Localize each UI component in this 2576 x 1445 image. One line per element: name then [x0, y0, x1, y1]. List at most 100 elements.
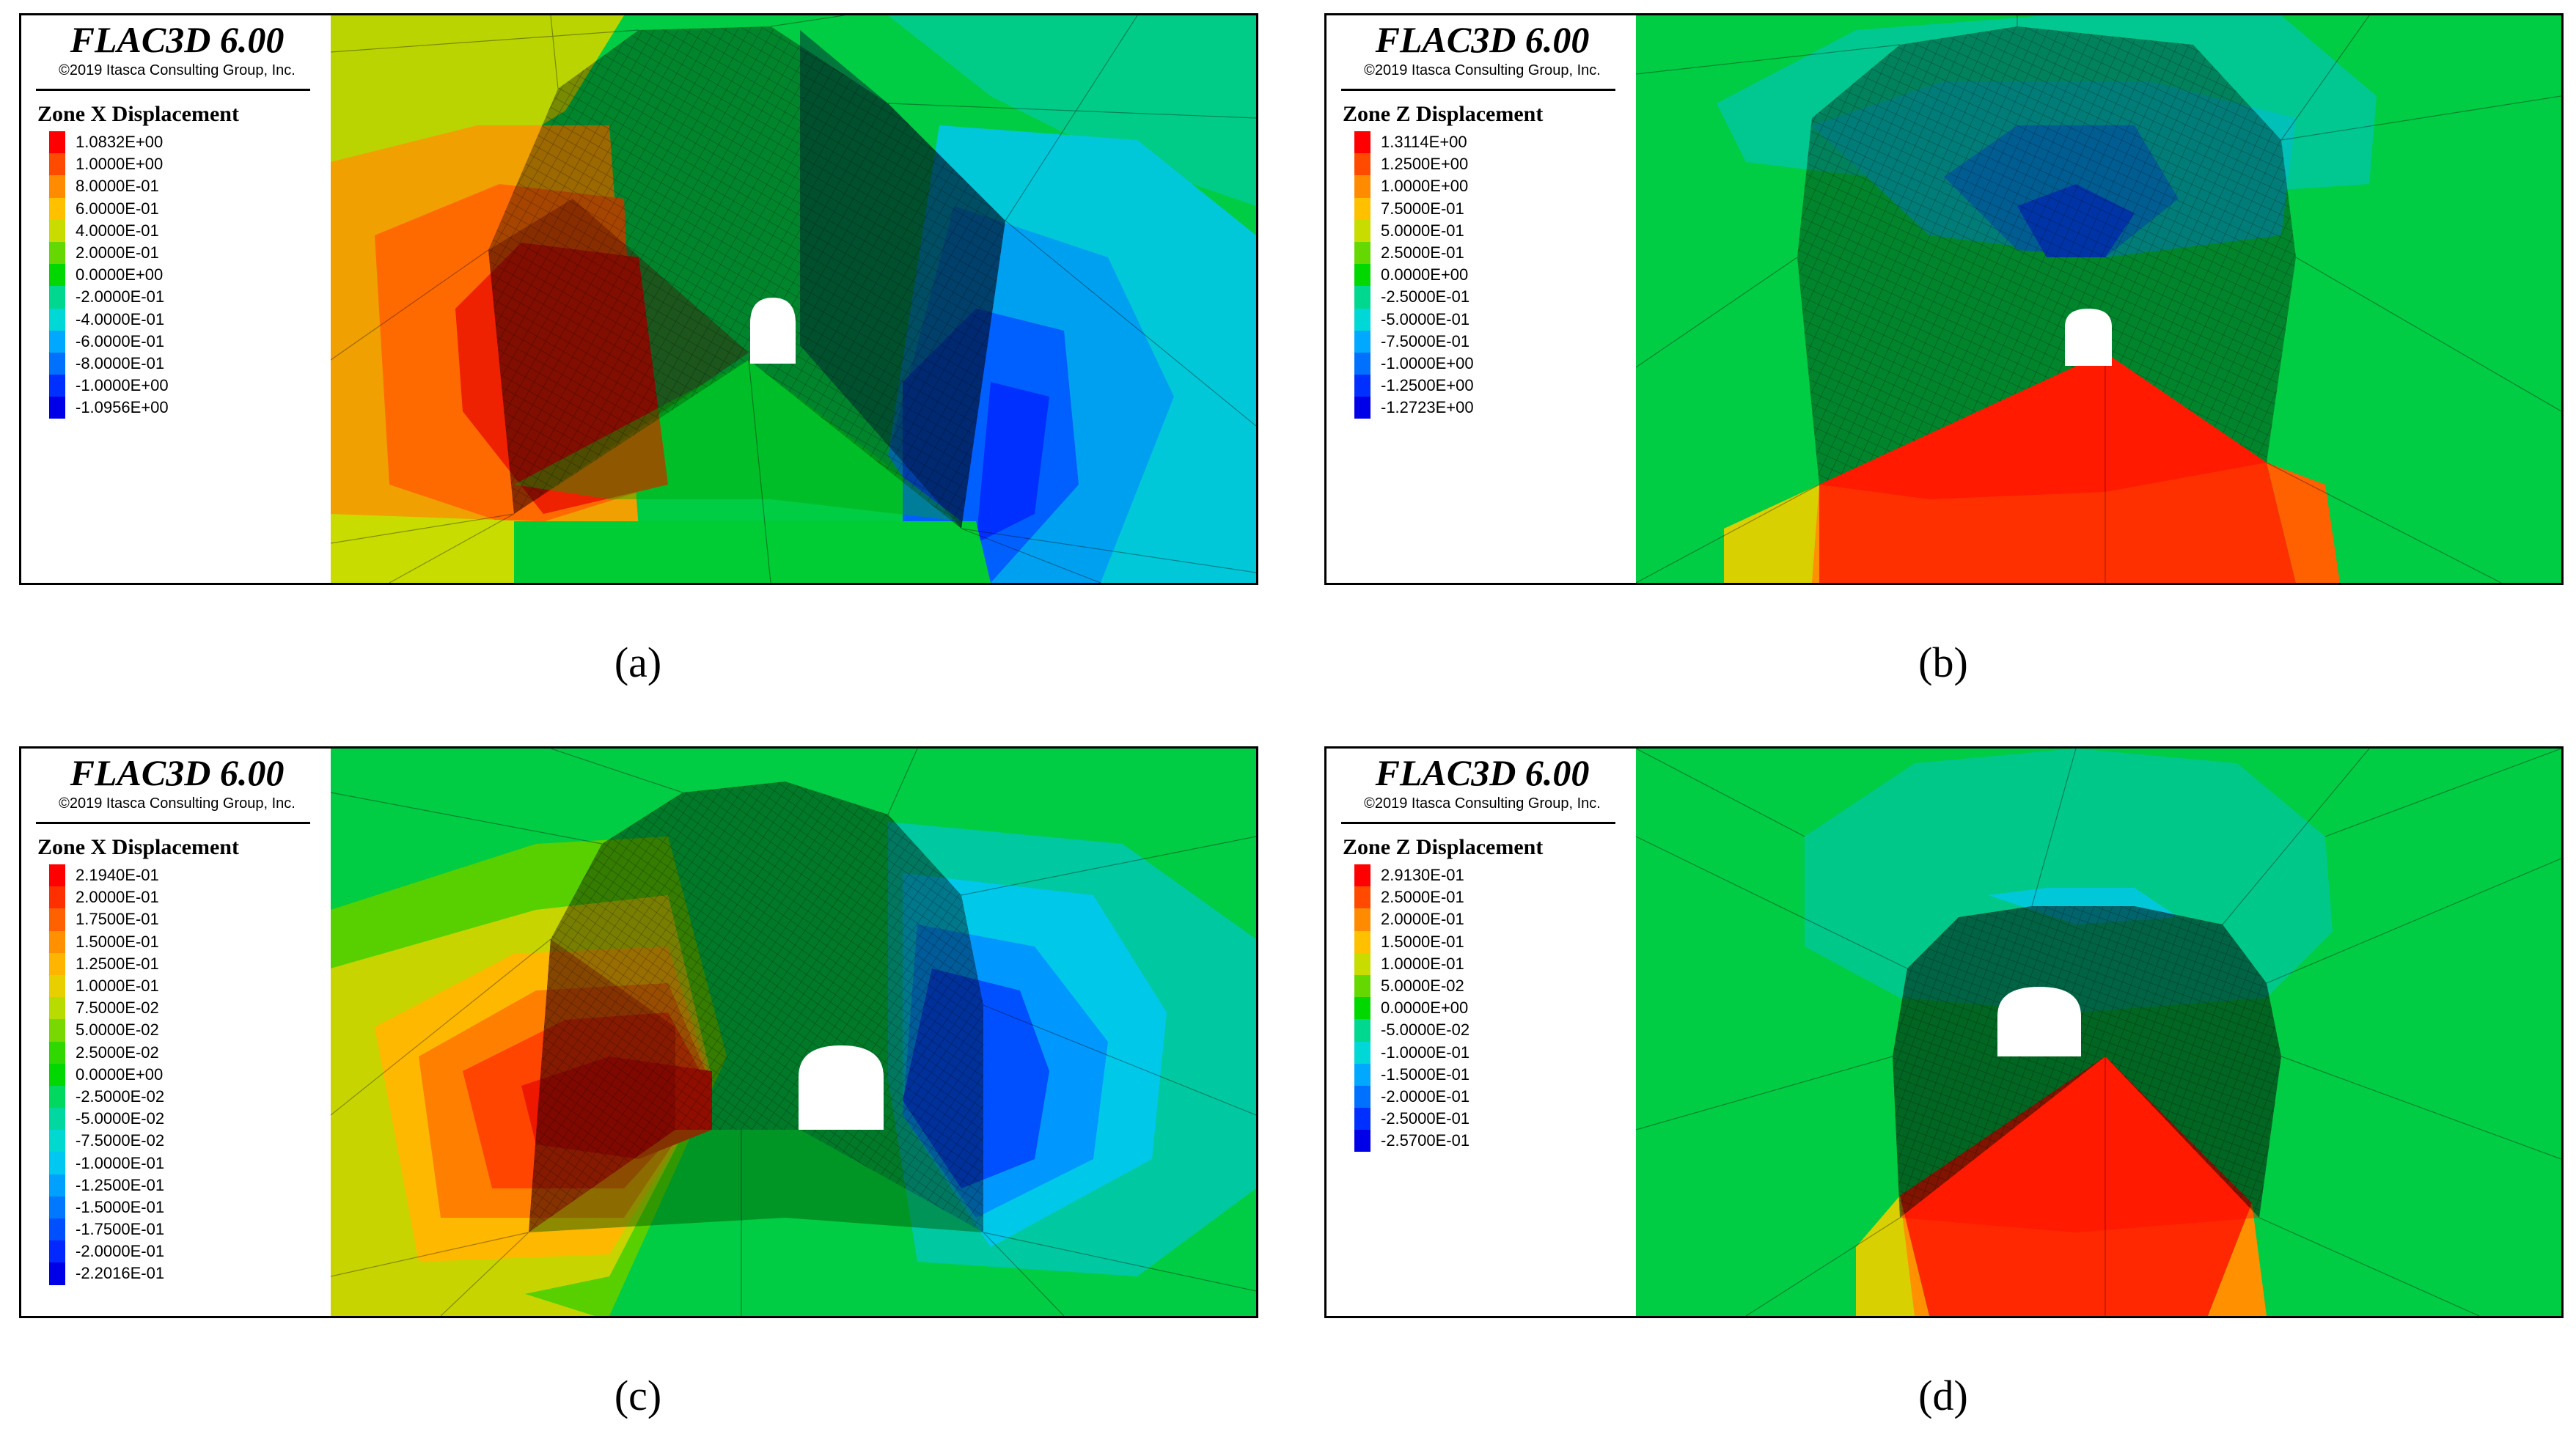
- legend-entry: -5.0000E-01: [1354, 308, 1474, 331]
- legend-entry: 7.5000E-01: [1354, 197, 1474, 220]
- legend-value: -1.2500E+00: [1381, 376, 1474, 395]
- copyright-notice: ©2019 Itasca Consulting Group, Inc.: [1364, 62, 1601, 78]
- legend-entry: -1.0956E+00: [49, 397, 169, 419]
- legend-swatch: [49, 1174, 65, 1196]
- legend-value: -2.0000E-01: [76, 1242, 165, 1261]
- legend-entry: 5.0000E-01: [1354, 219, 1474, 242]
- legend-swatch: [1354, 1063, 1370, 1086]
- legend-entry: 2.5000E-02: [49, 1041, 164, 1064]
- legend-swatch: [1354, 997, 1370, 1020]
- legend-value: -1.2723E+00: [1381, 398, 1474, 417]
- legend-entry: -7.5000E-01: [1354, 330, 1474, 353]
- legend-value: 2.5000E-01: [1381, 243, 1464, 262]
- legend-entry: 1.0000E-01: [49, 974, 164, 998]
- legend-swatch: [49, 1218, 65, 1241]
- legend-swatch: [49, 1196, 65, 1218]
- panel-a: FLAC3D 6.00 ©2019 Itasca Consulting Grou…: [19, 13, 1258, 585]
- legend-swatch: [1354, 930, 1370, 953]
- legend-b: FLAC3D 6.00 ©2019 Itasca Consulting Grou…: [1326, 15, 1638, 583]
- legend-entry: 1.0000E+00: [49, 153, 169, 176]
- legend-entry: -8.0000E-01: [49, 352, 169, 375]
- legend-swatch: [1354, 153, 1370, 176]
- legend-swatch: [1354, 352, 1370, 375]
- legend-entry: -2.2016E-01: [49, 1262, 164, 1285]
- excavation-floor: [514, 360, 961, 521]
- legend-entry: 1.5000E-01: [1354, 930, 1469, 953]
- legend-value: 2.5000E-02: [76, 1043, 159, 1062]
- legend-swatch: [49, 375, 65, 397]
- contour-region: [514, 521, 991, 583]
- contour-plot-b: [1636, 15, 2561, 583]
- contour-region: [331, 514, 551, 583]
- legend-swatch: [49, 131, 65, 154]
- legend-value: 5.0000E-02: [76, 1021, 159, 1040]
- caption-b: (b): [1918, 639, 1968, 686]
- legend-value: -1.5000E-01: [76, 1197, 165, 1216]
- legend-swatch: [1354, 886, 1370, 909]
- legend-divider: [1341, 822, 1615, 824]
- legend-entry: -1.5000E-01: [49, 1196, 164, 1218]
- legend-entry: 0.0000E+00: [49, 264, 169, 287]
- legend-swatch: [49, 974, 65, 998]
- legend-value: -5.0000E-02: [76, 1109, 165, 1128]
- legend-entry: 0.0000E+00: [1354, 264, 1474, 287]
- legend-value: -2.0000E-01: [76, 287, 165, 306]
- legend-swatch: [1354, 175, 1370, 198]
- legend-swatch: [49, 1063, 65, 1086]
- legend-swatch: [49, 886, 65, 909]
- legend-swatch: [1354, 219, 1370, 242]
- legend-swatch: [49, 997, 65, 1020]
- legend-value: -5.0000E-01: [1381, 309, 1470, 328]
- legend-entry: 5.0000E-02: [49, 1019, 164, 1042]
- tunnel-opening: [750, 298, 796, 364]
- copyright-notice: ©2019 Itasca Consulting Group, Inc.: [59, 62, 296, 78]
- legend-swatch: [49, 930, 65, 953]
- tunnel-opening: [1997, 987, 2081, 1056]
- legend-swatch: [1354, 264, 1370, 287]
- legend-value: -6.0000E-01: [76, 331, 165, 350]
- legend-c: FLAC3D 6.00 ©2019 Itasca Consulting Grou…: [21, 749, 333, 1316]
- legend-entries: 2.9130E-01 2.5000E-01 2.0000E-01 1.5000E-01…: [1354, 864, 1469, 1152]
- legend-entry: 1.2500E+00: [1354, 153, 1474, 176]
- legend-swatch: [1354, 1108, 1370, 1130]
- legend-divider: [1341, 89, 1615, 91]
- legend-swatch: [49, 1041, 65, 1064]
- legend-swatch: [49, 197, 65, 220]
- legend-entry: 7.5000E-02: [49, 997, 164, 1020]
- legend-swatch: [49, 241, 65, 265]
- legend-value: -1.0956E+00: [76, 398, 169, 417]
- legend-swatch: [49, 1019, 65, 1042]
- legend-title: Zone Z Displacement: [1343, 102, 1544, 126]
- contour-region: [1819, 353, 2296, 583]
- panel-b: FLAC3D 6.00 ©2019 Itasca Consulting Grou…: [1324, 13, 2564, 585]
- legend-entry: 6.0000E-01: [49, 197, 169, 220]
- legend-title: Zone X Displacement: [37, 835, 239, 859]
- legend-swatch: [49, 952, 65, 975]
- legend-value: -2.0000E-01: [1381, 1086, 1470, 1106]
- legend-entry: 0.0000E+00: [1354, 997, 1469, 1020]
- legend-entry: -2.5700E-01: [1354, 1130, 1469, 1152]
- legend-swatch: [49, 397, 65, 419]
- legend-swatch: [1354, 397, 1370, 419]
- legend-swatch: [49, 153, 65, 176]
- legend-title: Zone X Displacement: [37, 102, 239, 126]
- legend-entry: 2.5000E-01: [1354, 886, 1469, 909]
- legend-swatch: [49, 1085, 65, 1108]
- legend-value: 7.5000E-02: [76, 999, 159, 1018]
- legend-value: 1.0000E-01: [76, 977, 159, 996]
- legend-swatch: [49, 352, 65, 375]
- legend-entry: 2.1940E-01: [49, 864, 164, 887]
- legend-entry: 2.9130E-01: [1354, 864, 1469, 887]
- legend-swatch: [1354, 197, 1370, 220]
- legend-swatch: [1354, 974, 1370, 998]
- legend-swatch: [1354, 330, 1370, 353]
- legend-swatch: [1354, 241, 1370, 265]
- legend-entry: -1.0000E-01: [1354, 1041, 1469, 1064]
- contour-region: [2208, 1203, 2267, 1316]
- legend-entry: 5.0000E-02: [1354, 974, 1469, 998]
- legend-value: 2.5000E-01: [1381, 888, 1464, 907]
- legend-entry: 1.7500E-01: [49, 908, 164, 931]
- legend-entries: 1.3114E+00 1.2500E+00 1.0000E+00 7.5000E-01…: [1354, 131, 1474, 419]
- legend-value: -1.0000E+00: [76, 376, 169, 395]
- legend-d: FLAC3D 6.00 ©2019 Itasca Consulting Grou…: [1326, 749, 1638, 1316]
